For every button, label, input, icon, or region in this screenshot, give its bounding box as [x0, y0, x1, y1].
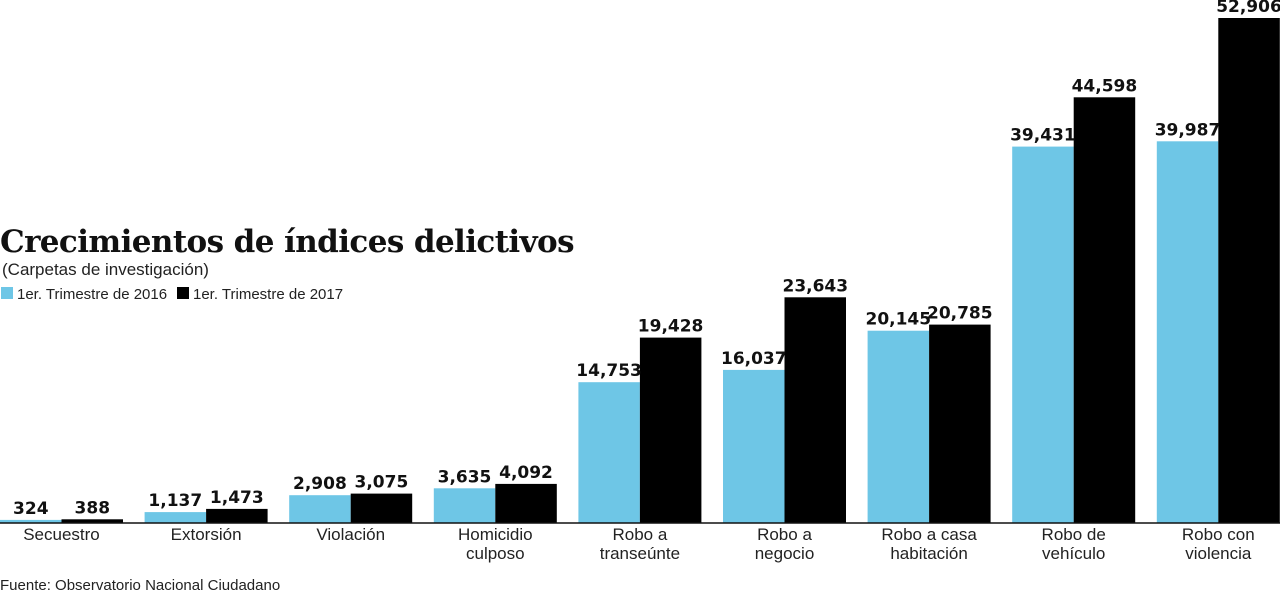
category-label-line: Robo de	[1042, 525, 1106, 544]
value-label-2017-3: 4,092	[499, 463, 553, 483]
bar-2016-3	[433, 488, 496, 523]
bar-2017-4	[639, 337, 702, 523]
category-label-1: Extorsión	[171, 525, 242, 544]
legend-swatch-2017	[177, 287, 189, 299]
value-label-2017-2: 3,075	[355, 473, 409, 493]
category-label-line: Homicidio	[458, 525, 533, 544]
category-label-line: Extorsión	[171, 525, 242, 544]
value-label-2016-8: 39,987	[1155, 120, 1221, 140]
category-label-3: Homicidio culposo	[458, 525, 533, 563]
bar-2017-8	[1218, 18, 1280, 523]
category-label-line: Violación	[316, 525, 385, 544]
value-label-2017-5: 23,643	[782, 276, 848, 296]
bar-2016-2	[289, 495, 351, 523]
bar-2016-8	[1156, 141, 1219, 524]
bar-2017-1	[206, 508, 268, 523]
category-label-line: habitación	[890, 544, 968, 563]
value-label-2016-6: 20,145	[865, 310, 931, 330]
value-labels-layer: 324 388 1,137 1,473 2,908 3,075 3,635 4,092 14,7…	[13, 0, 1280, 519]
bar-2017-7	[1073, 97, 1136, 524]
value-label-2016-0: 324	[13, 499, 49, 519]
value-label-2017-7: 44,598	[1072, 76, 1138, 96]
value-label-2017-0: 388	[75, 498, 111, 518]
legend-label-2017: 1er. Trimestre de 2017	[193, 286, 343, 303]
legend: 1er. Trimestre de 2016 1er. Trimestre de…	[1, 286, 343, 303]
value-label-2016-4: 14,753	[576, 361, 642, 381]
category-label-8: Robo con violencia	[1182, 525, 1255, 563]
legend-swatch-2016	[1, 287, 13, 299]
bar-2017-5	[784, 297, 846, 523]
category-label-line: violencia	[1185, 544, 1252, 563]
bar-2017-2	[350, 493, 413, 523]
bar-2017-0	[61, 519, 123, 523]
category-label-line: negocio	[755, 544, 815, 563]
bar-2016-0	[0, 519, 62, 523]
bar-2017-6	[929, 324, 991, 523]
category-label-line: vehículo	[1042, 544, 1105, 563]
bar-2017-3	[495, 483, 557, 523]
chart-title: Crecimientos de índices delictivos	[0, 224, 574, 260]
bars-layer	[0, 18, 1280, 524]
category-label-line: transeúnte	[600, 544, 680, 563]
category-label-line: Robo a casa	[881, 525, 977, 544]
category-label-2: Violación	[316, 525, 385, 544]
category-label-line: Secuestro	[23, 525, 100, 544]
bar-2016-4	[578, 382, 640, 523]
category-label-line: Robo a	[612, 525, 667, 544]
value-label-2017-4: 19,428	[638, 317, 704, 337]
category-label-line: Robo con	[1182, 525, 1255, 544]
category-label-0: Secuestro	[23, 525, 100, 544]
value-label-2016-7: 39,431	[1010, 126, 1076, 146]
value-label-2016-3: 3,635	[438, 467, 492, 487]
category-label-7: Robo de vehículo	[1042, 525, 1106, 563]
value-label-2016-5: 16,037	[721, 349, 787, 369]
legend-label-2016: 1er. Trimestre de 2016	[17, 286, 167, 303]
value-label-2017-1: 1,473	[210, 488, 264, 508]
value-label-2016-2: 2,908	[293, 474, 347, 494]
value-label-2017-8: 52,906	[1216, 0, 1280, 17]
bar-2016-7	[1012, 146, 1074, 523]
category-label-line: culposo	[466, 544, 525, 563]
category-label-6: Robo a casa habitación	[881, 525, 977, 563]
source-note: Fuente: Observatorio Nacional Ciudadano	[0, 577, 280, 594]
bar-2016-1	[144, 512, 207, 523]
bar-2016-5	[723, 369, 785, 523]
value-label-2016-1: 1,137	[148, 491, 202, 511]
bar-2016-6	[867, 330, 930, 523]
category-label-5: Robo a negocio	[755, 525, 815, 563]
category-labels-layer: Secuestro Extorsión Violación Homicidio culp…	[23, 525, 1254, 563]
chart-subtitle: (Carpetas de investigación)	[2, 260, 209, 279]
category-label-4: Robo a transeúnte	[600, 525, 680, 563]
value-label-2017-6: 20,785	[927, 304, 993, 324]
category-label-line: Robo a	[757, 525, 812, 544]
